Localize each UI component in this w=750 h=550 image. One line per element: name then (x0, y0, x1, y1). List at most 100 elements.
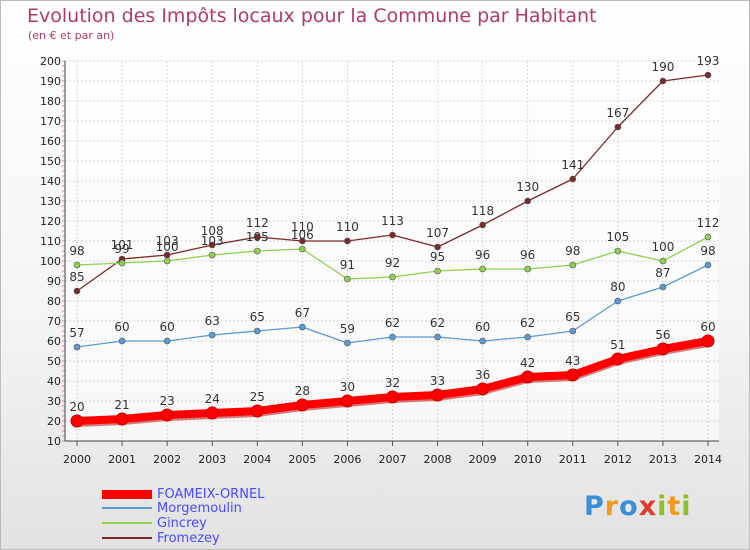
logo-letter: P (584, 491, 605, 522)
y-tick-label: 40 (47, 375, 61, 388)
y-tick-label: 20 (47, 415, 61, 428)
logo-letter: o (619, 491, 639, 522)
data-point (160, 408, 174, 422)
data-label: 21 (114, 398, 129, 412)
data-point (118, 259, 126, 267)
data-label: 92 (385, 256, 400, 270)
data-point (344, 275, 351, 283)
data-point (434, 267, 441, 275)
data-label: 98 (69, 244, 84, 258)
data-label: 113 (381, 214, 404, 228)
data-point (340, 394, 354, 408)
legend-swatch (102, 537, 152, 539)
y-tick-label: 10 (47, 435, 61, 448)
data-point (476, 382, 490, 396)
data-label: 59 (340, 322, 355, 336)
data-point (521, 370, 535, 384)
data-point (524, 197, 532, 205)
data-point (389, 333, 396, 341)
data-point (163, 257, 171, 265)
y-tick-label: 150 (40, 155, 61, 168)
legend-item-fromezey: Fromezey (102, 531, 220, 546)
data-label: 67 (295, 306, 310, 320)
y-tick-label: 170 (40, 115, 61, 128)
y-tick-label: 120 (40, 215, 61, 228)
data-label: 190 (651, 60, 674, 74)
data-label: 25 (250, 390, 265, 404)
data-label: 96 (520, 248, 535, 262)
data-label: 36 (475, 368, 490, 382)
data-point (118, 337, 126, 345)
data-label: 60 (700, 320, 715, 334)
logo-letter: r (604, 491, 620, 522)
logo-letter: t (667, 491, 682, 522)
y-tick-label: 140 (40, 175, 61, 188)
data-label: 28 (295, 384, 310, 398)
data-label: 110 (336, 220, 359, 234)
data-label: 87 (655, 266, 670, 280)
x-tick-label: 2002 (153, 453, 181, 466)
data-label: 62 (520, 316, 535, 330)
x-tick-label: 2013 (649, 453, 677, 466)
data-point (163, 337, 171, 345)
data-point (208, 251, 216, 259)
x-tick-label: 2001 (108, 453, 136, 466)
x-tick-label: 2003 (198, 453, 226, 466)
data-label: 65 (565, 310, 580, 324)
legend-label: FOAMEIX-ORNEL (157, 486, 265, 502)
data-label: 100 (156, 240, 179, 254)
data-point (479, 337, 486, 345)
y-tick-label: 60 (47, 335, 61, 348)
data-point (299, 245, 306, 253)
data-point (479, 265, 486, 273)
data-label: 20 (69, 400, 84, 414)
data-label: 110 (291, 220, 314, 234)
data-point (299, 237, 306, 245)
data-point (659, 257, 667, 265)
data-point (704, 261, 712, 269)
data-point (704, 233, 712, 241)
data-label: 193 (697, 54, 720, 68)
y-tick-label: 50 (47, 355, 61, 368)
data-point (295, 398, 309, 412)
legend-swatch (102, 507, 152, 509)
data-point (659, 77, 667, 85)
y-tick-label: 90 (47, 275, 61, 288)
data-label: 56 (655, 328, 670, 342)
data-label: 98 (565, 244, 580, 258)
y-tick-label: 80 (47, 295, 61, 308)
data-point (614, 247, 622, 255)
data-point (434, 243, 441, 251)
data-point (208, 331, 216, 339)
data-label: 95 (430, 250, 445, 264)
data-point (70, 414, 84, 428)
data-label: 107 (426, 226, 449, 240)
x-tick-label: 2011 (559, 453, 587, 466)
data-label: 43 (565, 354, 580, 368)
data-point (344, 339, 351, 347)
x-tick-label: 2000 (63, 453, 91, 466)
chart-subtitle: (en € et par an) (28, 29, 115, 42)
data-label: 42 (520, 356, 535, 370)
data-label: 101 (111, 238, 134, 252)
data-point (524, 333, 532, 341)
data-label: 60 (475, 320, 490, 334)
data-point (524, 265, 532, 273)
data-point (250, 404, 264, 418)
data-label: 57 (69, 326, 84, 340)
data-label: 80 (610, 280, 625, 294)
data-label: 130 (516, 180, 539, 194)
data-label: 103 (156, 234, 179, 248)
data-point (115, 412, 129, 426)
data-point (431, 388, 445, 402)
x-tick-label: 2012 (604, 453, 632, 466)
data-point (569, 261, 577, 269)
data-label: 108 (201, 224, 224, 238)
x-tick-label: 2004 (243, 453, 271, 466)
y-tick-label: 110 (40, 235, 61, 248)
data-label: 51 (610, 338, 625, 352)
data-label: 106 (291, 228, 314, 242)
data-label: 65 (250, 310, 265, 324)
data-label: 141 (561, 158, 584, 172)
